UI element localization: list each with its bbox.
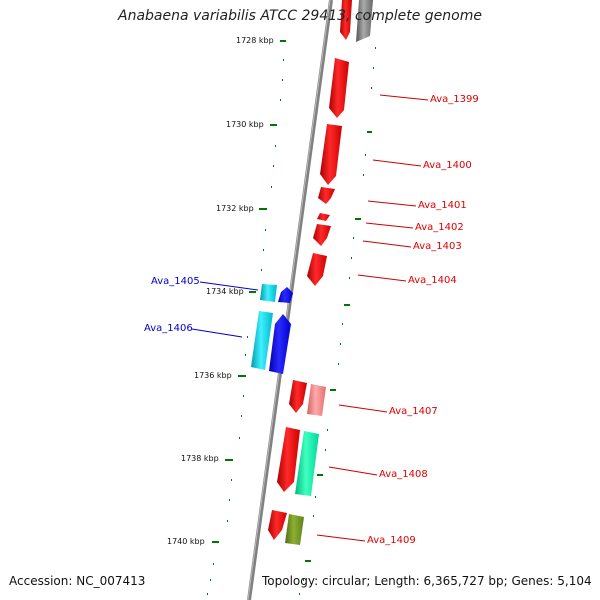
accession-text: Accession: NC_007413: [9, 574, 146, 588]
gene-label-Ava_1402[interactable]: Ava_1402: [415, 222, 464, 233]
gene-Ava_1404-arrow: [307, 253, 327, 286]
tick-label: 1738 kbp: [181, 454, 219, 463]
tick-label: 1732 kbp: [216, 204, 254, 213]
gene-Ava_1407-cds: [307, 384, 326, 416]
gene-label-Ava_1405[interactable]: Ava_1405: [151, 276, 200, 287]
gene-arrow-top-grey: [356, 0, 373, 42]
gene-label-Ava_1408[interactable]: Ava_1408: [379, 469, 428, 480]
gene-label-Ava_1400[interactable]: Ava_1400: [423, 160, 472, 171]
tick-labels: 1728 kbp 1730 kbp 1732 kbp 1734 kbp 1736…: [167, 36, 274, 546]
gene-Ava_1399-arrow: [329, 58, 349, 118]
tick-label: 1730 kbp: [226, 120, 264, 129]
reverse-strand-genes: [251, 284, 293, 374]
inner-tick-track: [207, 40, 286, 595]
gene-label-Ava_1401[interactable]: Ava_1401: [418, 200, 467, 211]
gene-label-Ava_1399[interactable]: Ava_1399: [430, 94, 479, 105]
tick-label: 1736 kbp: [194, 371, 232, 380]
gene-Ava_1405-arrow: [278, 287, 293, 303]
gene-Ava_1403-arrow: [313, 224, 331, 246]
gene-Ava_1406-cds: [251, 311, 273, 370]
gene-arrow-top-red: [340, 0, 352, 40]
gene-label-Ava_1407[interactable]: Ava_1407: [389, 406, 438, 417]
label-leaders: [191, 94, 429, 542]
topology-text: Topology: circular; Length: 6,365,727 bp…: [262, 574, 592, 588]
gene-Ava_1407-arrow: [289, 380, 307, 413]
gene-Ava_1408-arrow: [277, 427, 300, 492]
gene-Ava_1409-arrow: [268, 510, 287, 540]
gene-Ava_1405-cds: [260, 284, 277, 302]
tick-label: 1740 kbp: [167, 537, 205, 546]
gene-label-Ava_1404[interactable]: Ava_1404: [408, 275, 457, 286]
gene-Ava_1408-cds: [295, 431, 319, 496]
gene-label-Ava_1409[interactable]: Ava_1409: [367, 535, 416, 546]
gene-Ava_1402-arrow: [317, 213, 330, 221]
tick-label: 1734 kbp: [206, 287, 244, 296]
forward-strand-genes: [268, 0, 373, 545]
gene-Ava_1409-cds: [285, 514, 304, 545]
map-title: Anabaena variabilis ATCC 29413, complete…: [118, 8, 482, 24]
outer-tick-track: [299, 47, 376, 595]
gene-Ava_1406-arrow: [269, 314, 291, 374]
tick-label: 1728 kbp: [236, 36, 274, 45]
gene-Ava_1400-arrow: [320, 124, 342, 185]
gene-Ava_1401-arrow: [318, 187, 335, 204]
gene-label-Ava_1403[interactable]: Ava_1403: [413, 241, 462, 252]
gene-label-Ava_1406[interactable]: Ava_1406: [144, 323, 193, 334]
gene-labels: Ava_1399 Ava_1400 Ava_1401 Ava_1402 Ava_…: [144, 94, 479, 546]
